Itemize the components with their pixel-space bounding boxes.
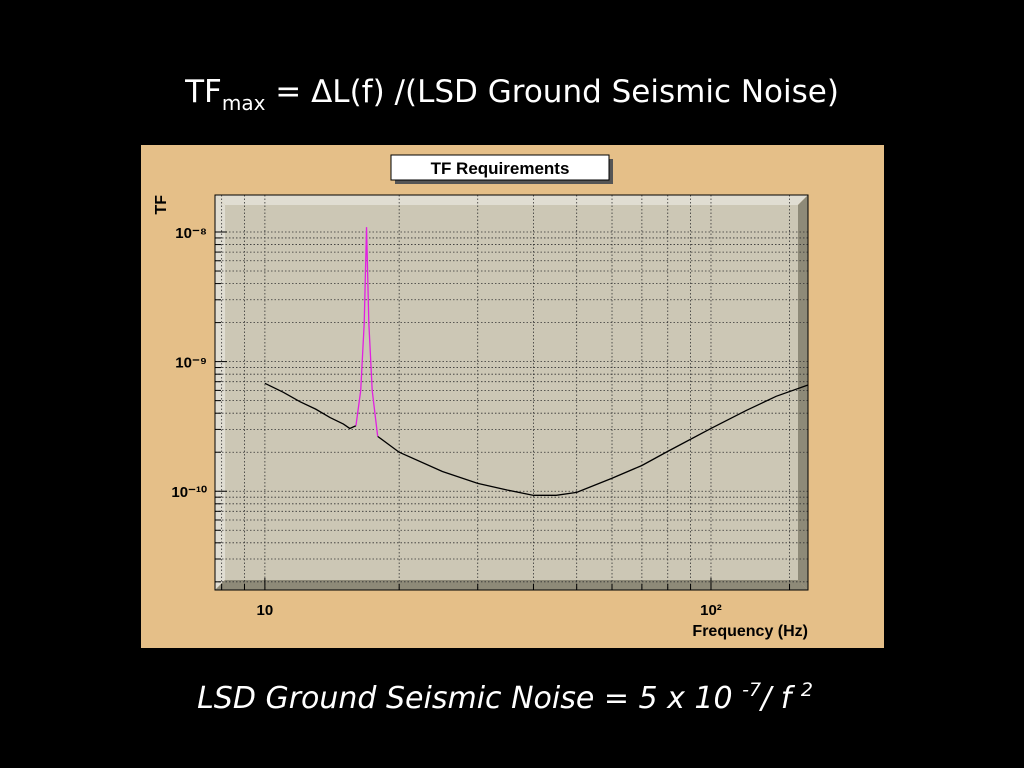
footer-text: LSD Ground Seismic Noise = 5 x 10 [197,681,742,716]
series-line [355,227,379,437]
bevel [215,580,808,590]
heading-sub: max [222,91,266,115]
y-axis-label: TF [153,195,170,215]
title-box [390,154,610,181]
y-tick-label: 10⁻⁹ [175,355,207,372]
chart-title: TF Requirements [431,159,570,178]
footer: LSD Ground Seismic Noise = 5 x 10 -7/ f … [197,679,813,716]
heading: TFmax = ΔL(f) /(LSD Ground Seismic Noise… [184,74,839,115]
heading-main: TF [184,74,222,110]
bevel [798,195,808,590]
y-tick-label: 10⁻⁸ [175,225,207,242]
x-axis-label: Frequency (Hz) [692,623,808,640]
plot-area [225,205,798,580]
bevel [215,195,808,205]
series-line [264,382,809,496]
footer-text: / f [758,681,801,716]
x-tick-label: 10 [257,602,274,619]
footer-sup: 2 [801,679,813,701]
footer-sup: -7 [742,679,761,701]
heading-rest: = ΔL(f) /(LSD Ground Seismic Noise) [265,74,839,110]
plot: 10 10² 10⁻¹⁰ 10⁻⁹ 10⁻⁸ [171,195,809,619]
frame [214,194,809,591]
y-tick-label: 10⁻¹⁰ [171,484,207,501]
x-tick-label: 10² [700,602,722,619]
